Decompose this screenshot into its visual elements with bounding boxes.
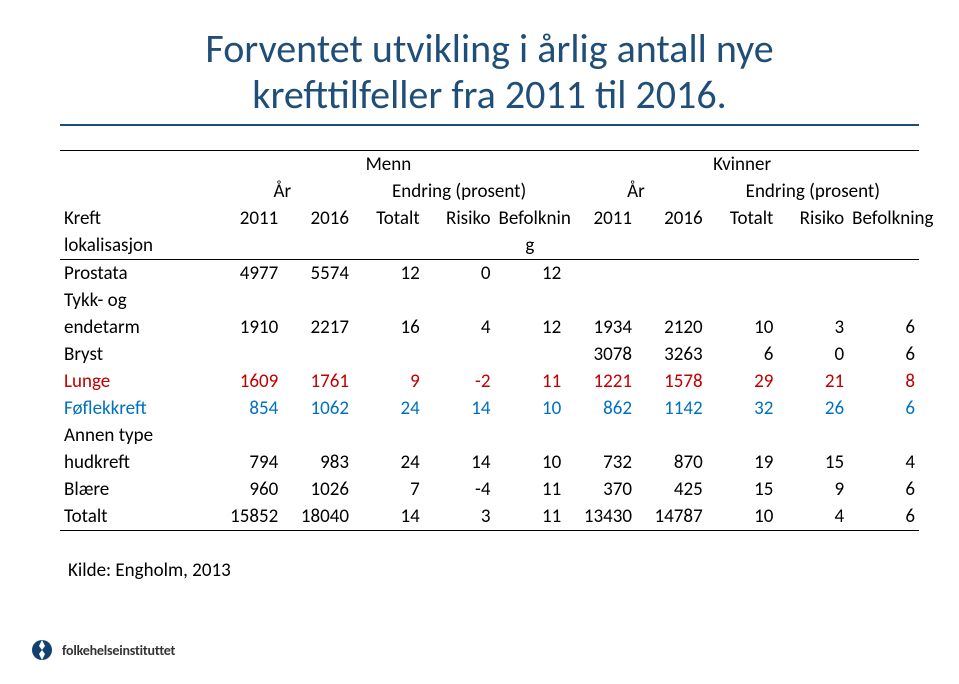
header-menn: Menn: [212, 151, 566, 179]
row-foflekkreft: Føflekkreft 854 1062 24 14 10 862 1142 3…: [60, 395, 919, 422]
source-text: Kilde: Engholm, 2013: [68, 559, 919, 582]
h-k-2016: 2016: [636, 205, 707, 232]
title-line-2: krefttilfeller fra 2011 til 2016.: [252, 70, 726, 119]
h-m-bef: Befolknin: [495, 205, 566, 232]
header-ar-m: År: [212, 178, 353, 205]
row-bryst: Bryst 3078 3263 6 0 6: [60, 341, 919, 368]
row-hudkreft: hudkreft 794 983 24 14 10 732 870 19 15 …: [60, 449, 919, 476]
h-m-bef-g: g: [495, 232, 566, 260]
header-lokalisasjon: lokalisasjon: [60, 232, 212, 260]
header-kvinner: Kvinner: [565, 151, 919, 179]
h-m-2011: 2011: [212, 205, 283, 232]
h-m-2016: 2016: [282, 205, 353, 232]
fhi-logo: folkehelseinstituttet: [28, 636, 175, 664]
fhi-logo-icon: [28, 636, 56, 664]
fhi-logo-text: folkehelseinstituttet: [62, 642, 175, 659]
row-blaere: Blære 960 1026 7 -4 11 370 425 15 9 6: [60, 476, 919, 503]
header-row-group: Menn Kvinner: [60, 151, 919, 179]
title-underline: [60, 124, 919, 126]
header-row-cols2: lokalisasjon g: [60, 232, 919, 260]
h-m-tot: Totalt: [353, 205, 424, 232]
row-annen-label: Annen type: [60, 422, 919, 449]
h-k-2011: 2011: [565, 205, 636, 232]
data-table: Menn Kvinner År Endring (prosent) År End…: [60, 150, 919, 531]
header-row-sub1: År Endring (prosent) År Endring (prosent…: [60, 178, 919, 205]
row-tykk-label: Tykk- og: [60, 287, 919, 314]
row-prostata: Prostata 4977 5574 12 0 12: [60, 260, 919, 288]
row-lunge: Lunge 1609 1761 9 -2 11 1221 1578 29 21 …: [60, 368, 919, 395]
header-kreft: Kreft: [60, 205, 212, 232]
header-row-cols: Kreft 2011 2016 Totalt Risiko Befolknin …: [60, 205, 919, 232]
row-endetarm: endetarm 1910 2217 16 4 12 1934 2120 10 …: [60, 314, 919, 341]
title-line-1: Forventet utvikling i årlig antall nye: [205, 24, 773, 73]
header-endring-m: Endring (prosent): [353, 178, 565, 205]
h-k-bef: Befolkning: [848, 205, 919, 232]
h-k-risk: Risiko: [777, 205, 848, 232]
row-totalt: Totalt 15852 18040 14 3 11 13430 14787 1…: [60, 503, 919, 531]
h-k-tot: Totalt: [707, 205, 778, 232]
h-m-risk: Risiko: [424, 205, 495, 232]
slide: Forventet utvikling i årlig antall nye k…: [0, 0, 959, 684]
header-endring-k: Endring (prosent): [707, 178, 919, 205]
slide-title: Forventet utvikling i årlig antall nye k…: [60, 26, 919, 118]
header-ar-k: År: [565, 178, 706, 205]
